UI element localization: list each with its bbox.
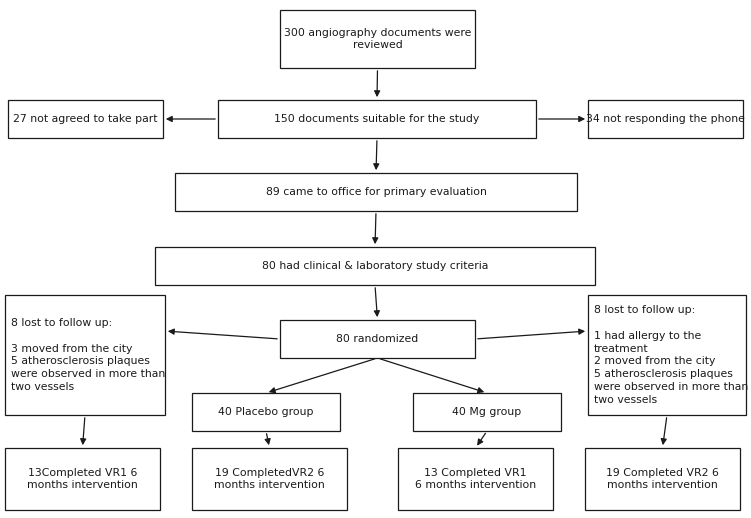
Text: 40 Placebo group: 40 Placebo group — [219, 407, 314, 417]
Bar — [280, 10, 475, 68]
Text: 89 came to office for primary evaluation: 89 came to office for primary evaluation — [266, 187, 487, 197]
Text: 8 lost to follow up:

3 moved from the city
5 atherosclerosis plaques
were obser: 8 lost to follow up: 3 moved from the ci… — [11, 318, 165, 392]
Text: 80 had clinical & laboratory study criteria: 80 had clinical & laboratory study crite… — [262, 261, 488, 271]
Bar — [5, 295, 165, 415]
Bar — [588, 295, 746, 415]
Bar — [192, 448, 347, 510]
Text: 80 randomized: 80 randomized — [336, 334, 418, 344]
Bar — [5, 448, 160, 510]
Bar — [280, 320, 475, 358]
Bar — [398, 448, 553, 510]
Bar — [192, 393, 340, 431]
Bar — [218, 100, 536, 138]
Text: 40 Mg group: 40 Mg group — [452, 407, 522, 417]
Bar — [588, 100, 743, 138]
Bar — [155, 247, 595, 285]
Text: 13 Completed VR1
6 months intervention: 13 Completed VR1 6 months intervention — [415, 468, 536, 491]
Text: 27 not agreed to take part: 27 not agreed to take part — [14, 114, 158, 124]
Text: 34 not responding the phone: 34 not responding the phone — [586, 114, 745, 124]
Text: 8 lost to follow up:

1 had allergy to the
treatment
2 moved from the city
5 ath: 8 lost to follow up: 1 had allergy to th… — [594, 305, 748, 405]
Text: 300 angiography documents were
reviewed: 300 angiography documents were reviewed — [284, 27, 471, 50]
Bar — [8, 100, 163, 138]
Bar — [413, 393, 561, 431]
Text: 150 documents suitable for the study: 150 documents suitable for the study — [274, 114, 480, 124]
Text: 19 CompletedVR2 6
months intervention: 19 CompletedVR2 6 months intervention — [214, 468, 325, 491]
Text: 19 Completed VR2 6
months intervention: 19 Completed VR2 6 months intervention — [606, 468, 719, 491]
Bar — [585, 448, 740, 510]
Text: 13Completed VR1 6
months intervention: 13Completed VR1 6 months intervention — [27, 468, 138, 491]
Bar — [175, 173, 577, 211]
